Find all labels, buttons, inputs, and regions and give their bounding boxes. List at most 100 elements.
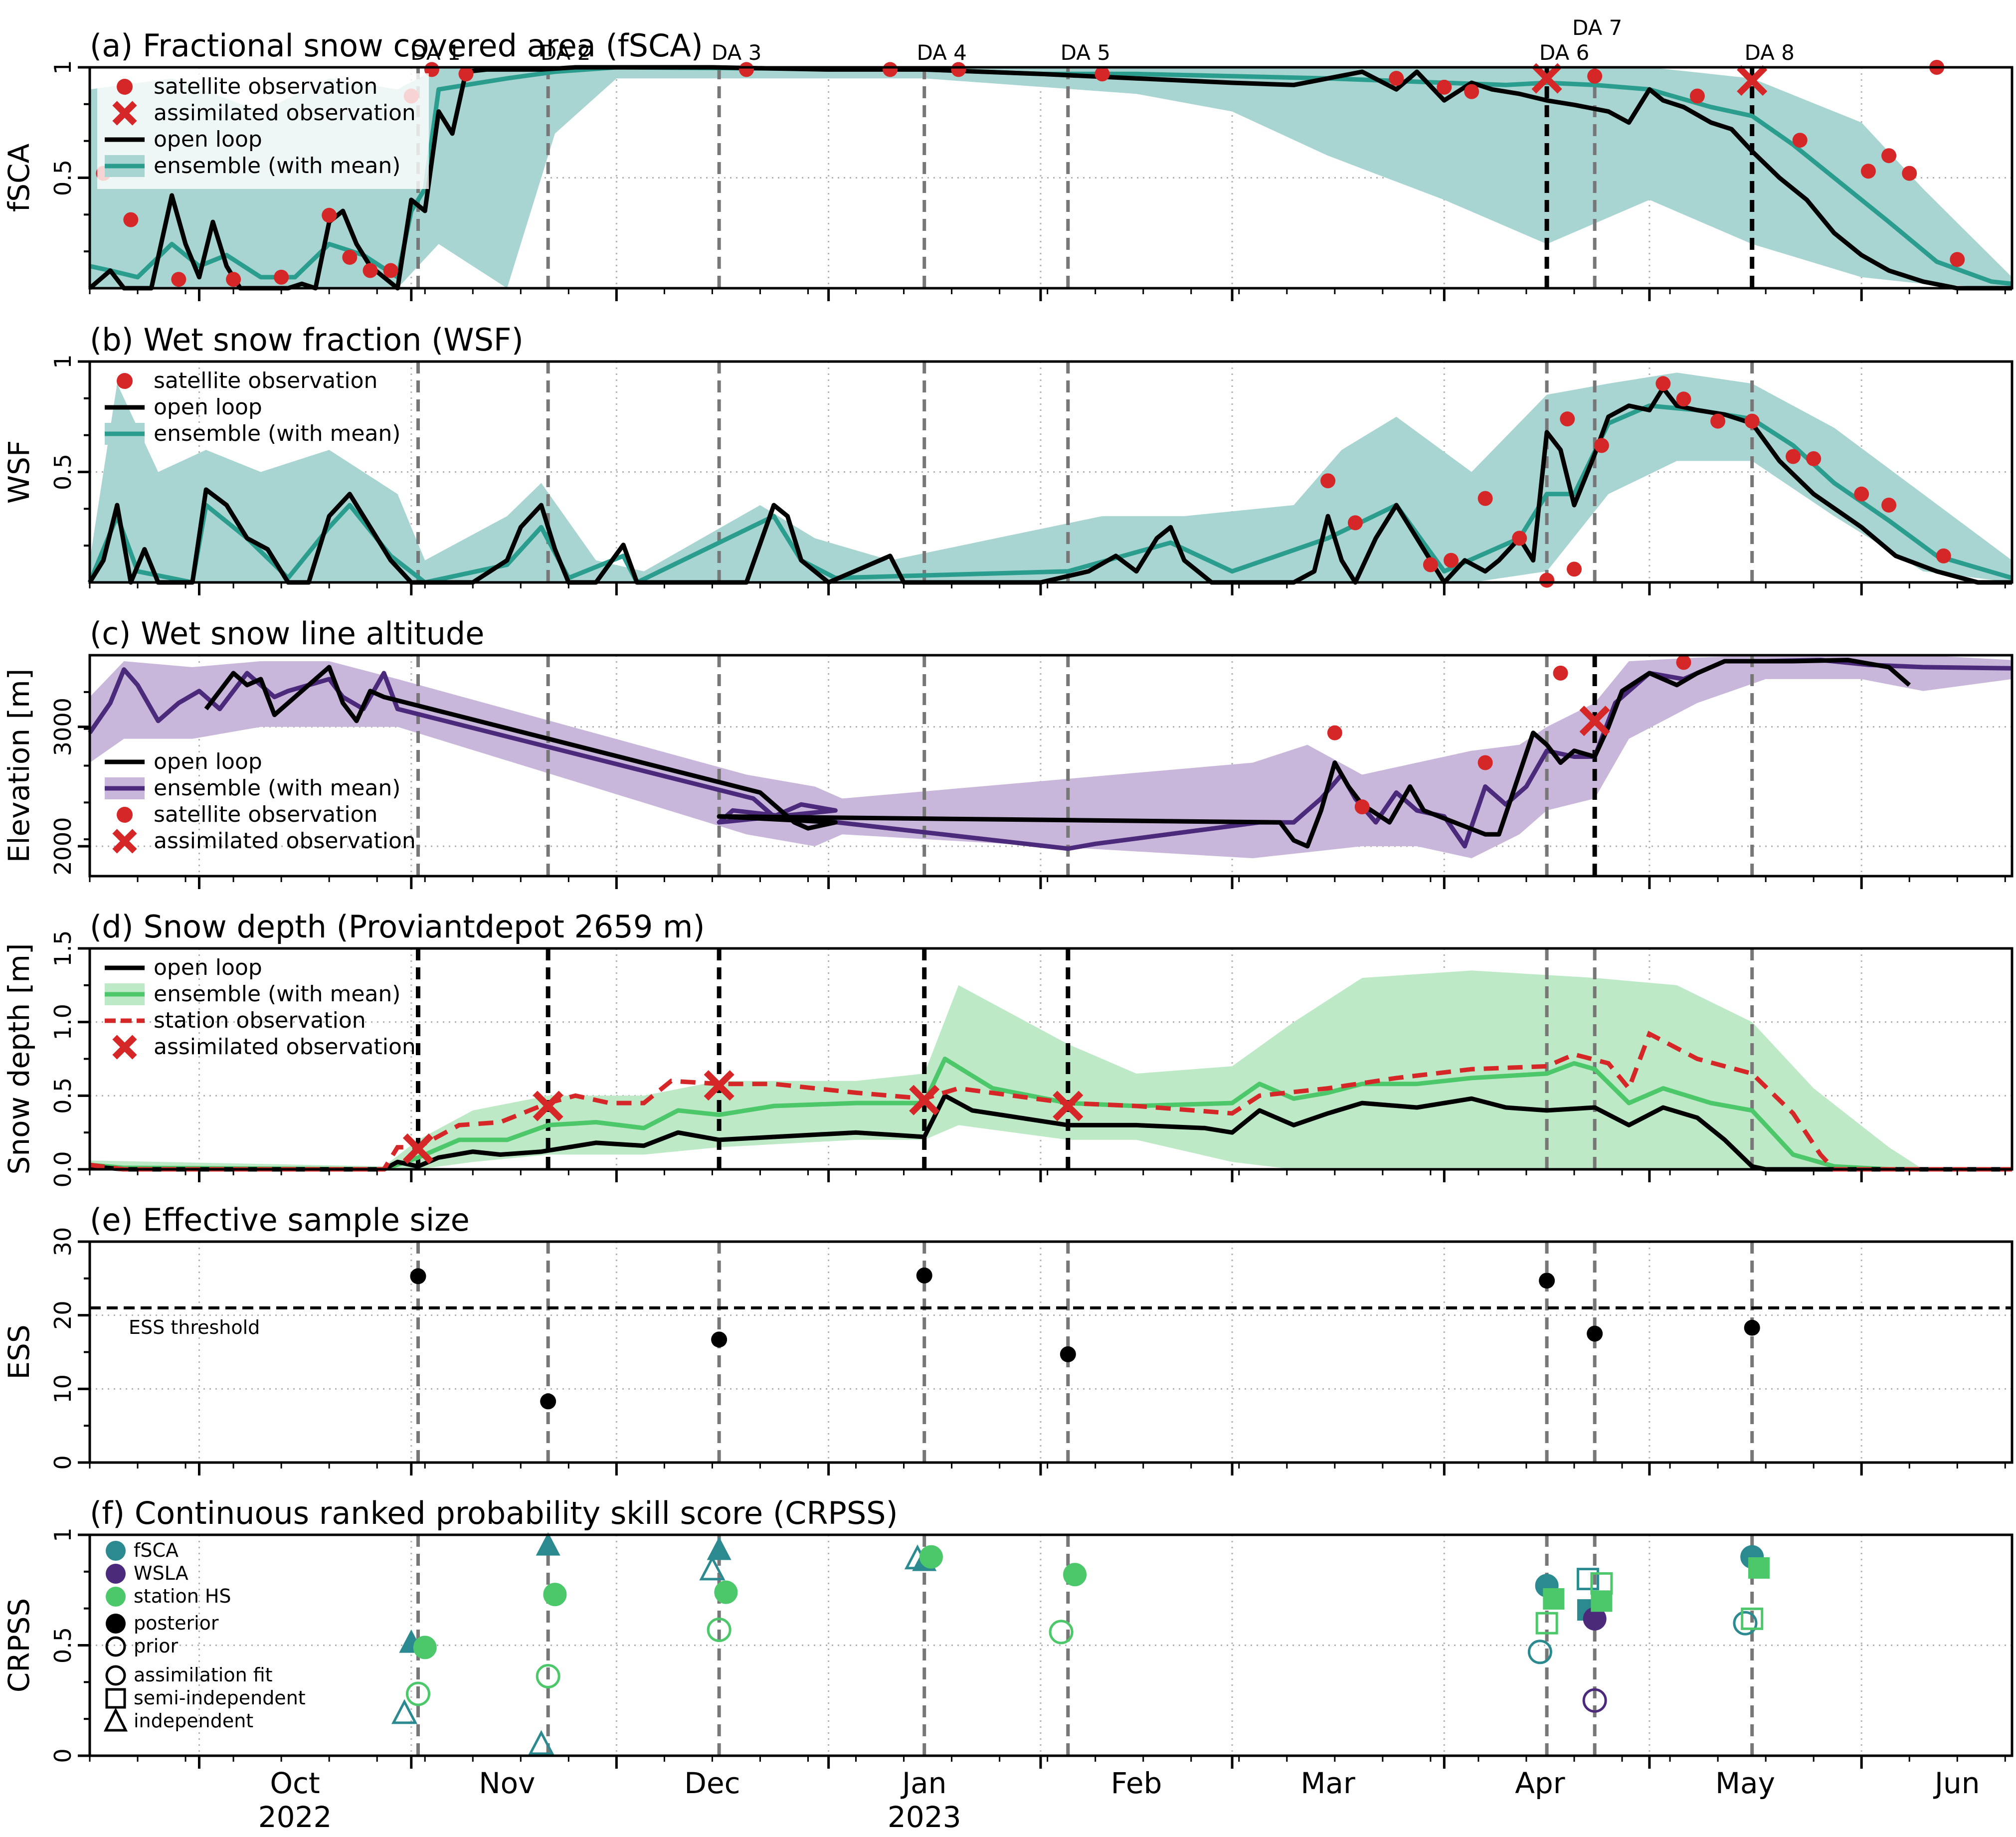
panel-title: (f) Continuous ranked probability skill … — [90, 1495, 898, 1531]
satellite-observation-point — [1389, 71, 1404, 86]
x-month-label: May — [1715, 1766, 1775, 1800]
satellite-observation-point — [1689, 88, 1705, 104]
y-tick-label: 1.0 — [49, 1004, 76, 1040]
legend-label: open loop — [154, 394, 262, 420]
legend-label: open loop — [154, 127, 262, 152]
satellite-observation-point — [1347, 515, 1363, 531]
satellite-observation-point — [1587, 68, 1603, 84]
legend-label: assimilation fit — [134, 1664, 273, 1686]
ess-point — [1060, 1346, 1076, 1362]
x-year-label: 2022 — [258, 1800, 332, 1834]
panel-title: (e) Effective sample size — [90, 1202, 470, 1238]
legend-label: posterior — [134, 1612, 219, 1634]
legend-label: satellite observation — [154, 368, 377, 393]
panel-wsf: 0.5 1 (b) Wet snow fraction (WSF) WSF satell… — [2, 322, 2014, 595]
crpss-marker — [707, 1536, 732, 1560]
legend-label: semi-independent — [134, 1687, 306, 1709]
assimilated-observation-marker — [1053, 1091, 1084, 1121]
legend-marker-circle — [106, 1541, 126, 1561]
crpss-marker — [1741, 1607, 1764, 1630]
legend-label: WSLA — [134, 1562, 188, 1584]
y-tick-label: 0.5 — [49, 160, 76, 196]
y-axis-label: fSCA — [2, 143, 36, 212]
satellite-observation-point — [1655, 376, 1671, 391]
satellite-observation-point — [739, 62, 754, 77]
y-axis-label: Snow depth [m] — [2, 943, 36, 1175]
legend-label: assimilated observation — [154, 1034, 416, 1060]
satellite-observation-point — [1553, 665, 1568, 681]
x-month-label: Jun — [1933, 1766, 1980, 1800]
x-month-label: Dec — [684, 1766, 740, 1800]
satellite-observation-point — [951, 62, 966, 77]
open-loop-line — [204, 658, 1911, 849]
legend-marker-circle — [106, 1564, 126, 1584]
x-axis-labels: Oct Nov Dec Jan Feb Mar Apr May Jun 2022 2023 — [258, 1766, 1980, 1834]
legend-label: ensemble (with mean) — [154, 421, 400, 446]
y-tick-label: 0.5 — [49, 1627, 76, 1663]
crpss-marker — [1748, 1557, 1770, 1579]
panel-title: (a) Fractional snow covered area (fSCA) — [90, 27, 703, 64]
legend-marker-triangle — [103, 1707, 128, 1732]
legend-marker-dot — [117, 373, 133, 389]
satellite-observation-point — [1437, 79, 1452, 95]
legend-marker-dot — [117, 807, 133, 823]
satellite-observation-point — [274, 269, 289, 285]
ess-point — [711, 1331, 728, 1348]
ess-point — [1539, 1273, 1555, 1289]
satellite-observation-point — [322, 207, 337, 223]
x-month-label: Apr — [1515, 1766, 1565, 1800]
axes-frame — [88, 1240, 2014, 1464]
y-tick-label: 0.5 — [49, 1078, 76, 1114]
da-label: DA 7 — [1572, 15, 1622, 40]
da-label: DA 4 — [916, 40, 966, 65]
y-tick-label: 1 — [49, 1527, 76, 1542]
legend-label: assimilated observation — [154, 100, 416, 126]
ess-point — [410, 1268, 426, 1285]
y-axis-label: CRPSS — [2, 1598, 36, 1692]
crpss-marker — [714, 1580, 738, 1604]
satellite-observation-point — [1423, 557, 1438, 572]
y-tick-label: 0.0 — [49, 1151, 76, 1187]
y-tick-label: 3000 — [49, 698, 76, 756]
legend-background — [97, 73, 429, 189]
satellite-observation-point — [1095, 66, 1110, 82]
legend-label: open loop — [154, 749, 262, 774]
ess-threshold-label: ESS threshold — [129, 1316, 260, 1338]
satellite-observation-point — [1950, 252, 1965, 267]
ensemble-mean-line — [89, 1057, 2012, 1172]
satellite-observation-point — [1806, 451, 1822, 466]
da-label: DA 1 — [410, 40, 460, 65]
da-label: DA 5 — [1061, 40, 1110, 65]
legend-marker-square — [105, 1688, 126, 1709]
crpss-marker — [1543, 1588, 1565, 1610]
satellite-observation-point — [1539, 572, 1555, 588]
panel-wsla: 2000 3000 (c) Wet snow line altitude Elevat… — [2, 615, 2014, 889]
satellite-observation-point — [424, 62, 439, 77]
satellite-observation-point — [1676, 655, 1691, 670]
x-month-label: Feb — [1111, 1766, 1162, 1800]
satellite-observation-point — [342, 249, 358, 265]
legend-label: independent — [134, 1710, 253, 1732]
satellite-observation-point — [1320, 473, 1336, 489]
crpss-marker — [1576, 1568, 1599, 1591]
y-tick-label: 20 — [49, 1300, 76, 1330]
legend-label: ensemble (with mean) — [154, 153, 400, 179]
satellite-observation-point — [1560, 411, 1575, 427]
da-label: DA 8 — [1744, 40, 1794, 65]
panel-hs: 0.0 0.5 1.0 1.5 (d) Snow depth (Proviantdepo… — [2, 909, 2014, 1188]
satellite-observation-point — [1710, 413, 1726, 429]
ess-point — [1744, 1319, 1760, 1336]
panel-fsca: 0.5 1 (a) Fractional snow covered area (fS… — [2, 15, 2014, 301]
legend-marker-cross — [112, 101, 137, 126]
x-month-label: Jan — [901, 1766, 946, 1800]
legend-marker-circle — [105, 1665, 126, 1686]
legend-label: satellite observation — [154, 802, 377, 827]
satellite-observation-point — [1902, 166, 1917, 181]
crpss-marker — [1733, 1611, 1758, 1636]
y-tick-label: 1 — [49, 60, 76, 74]
panel-title: (c) Wet snow line altitude — [90, 615, 484, 652]
satellite-observation-point — [1354, 799, 1370, 815]
assimilated-observation-marker — [402, 1133, 434, 1164]
crpss-marker — [1527, 1640, 1552, 1664]
